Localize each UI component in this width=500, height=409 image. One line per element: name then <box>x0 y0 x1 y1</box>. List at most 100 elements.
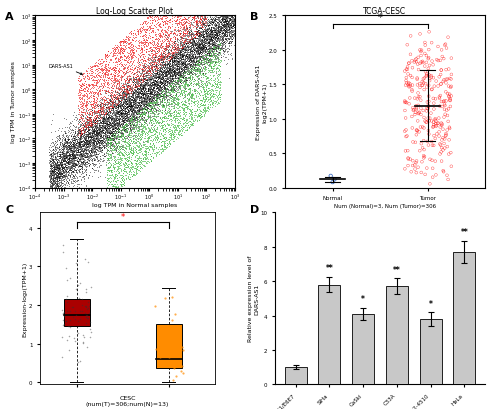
Point <box>413 77 421 83</box>
Point <box>200 53 207 59</box>
Point <box>226 29 234 36</box>
Point <box>72 169 80 176</box>
Point <box>94 89 102 96</box>
Point <box>153 81 161 88</box>
Point <box>145 82 153 89</box>
Point <box>96 59 104 65</box>
Point <box>150 92 158 99</box>
Point <box>188 56 196 62</box>
Point <box>146 90 154 97</box>
Point <box>214 38 222 45</box>
Point <box>170 70 178 77</box>
Point <box>130 57 138 64</box>
Point <box>112 50 120 57</box>
Point <box>80 117 88 124</box>
Point <box>111 118 119 125</box>
Point <box>87 130 95 137</box>
Point <box>48 182 56 189</box>
Point <box>149 118 157 124</box>
Point <box>144 87 152 93</box>
Point <box>214 27 222 34</box>
Point <box>102 128 110 135</box>
Point <box>225 33 233 39</box>
Point <box>90 141 98 148</box>
Point <box>136 62 144 69</box>
Point <box>138 66 146 72</box>
Point <box>198 32 206 39</box>
Point <box>200 81 207 88</box>
Point <box>56 165 64 171</box>
Point <box>136 82 144 88</box>
Point <box>80 175 88 182</box>
Point <box>158 99 166 106</box>
Point <box>78 332 86 338</box>
Point <box>94 168 102 174</box>
Point <box>230 43 237 49</box>
Point <box>59 164 67 171</box>
Point <box>220 23 228 30</box>
Point <box>126 137 134 143</box>
Point <box>136 77 143 83</box>
Point <box>147 64 155 71</box>
Point <box>88 122 96 128</box>
Point <box>150 49 158 56</box>
Point <box>194 44 202 50</box>
Point <box>164 90 172 96</box>
Point <box>168 117 175 123</box>
Point <box>74 158 82 164</box>
Point <box>90 126 98 132</box>
Point <box>75 142 83 148</box>
Point <box>69 148 77 154</box>
Point <box>138 59 146 65</box>
Point <box>158 82 166 88</box>
Point <box>171 83 179 90</box>
Point <box>130 94 138 101</box>
Point <box>134 56 141 63</box>
Point <box>227 25 235 31</box>
Point <box>134 157 142 164</box>
Point <box>54 166 62 172</box>
Point <box>108 103 116 110</box>
Point <box>68 142 76 148</box>
Point <box>120 112 128 118</box>
Point <box>54 144 62 151</box>
Point <box>134 63 142 70</box>
Point <box>63 157 71 164</box>
Point <box>102 127 110 133</box>
Point <box>162 77 170 83</box>
Point <box>177 54 185 60</box>
Point <box>52 146 60 153</box>
Point <box>48 151 56 157</box>
Point <box>94 156 102 163</box>
Point <box>94 117 102 124</box>
Point <box>92 155 100 161</box>
Point <box>198 82 206 89</box>
Point <box>104 106 112 112</box>
Point <box>57 169 65 176</box>
Point <box>207 46 215 52</box>
Point <box>200 27 208 34</box>
Point <box>165 41 173 47</box>
Point <box>123 77 131 83</box>
Point <box>54 168 62 175</box>
Point <box>128 113 136 120</box>
Point <box>84 122 92 129</box>
Point <box>110 150 118 157</box>
Point <box>181 101 189 108</box>
Point <box>138 86 145 93</box>
Point <box>106 143 114 150</box>
Point <box>118 144 126 151</box>
Point <box>50 171 58 177</box>
Point <box>143 67 151 74</box>
Point <box>126 107 134 113</box>
Point <box>140 126 147 132</box>
Point <box>189 20 197 27</box>
Point <box>206 88 214 94</box>
Point <box>211 29 219 36</box>
Point <box>118 118 126 125</box>
Point <box>194 65 202 72</box>
Point <box>157 55 165 61</box>
Point <box>122 151 130 158</box>
Point <box>85 137 93 144</box>
Point <box>88 124 96 130</box>
